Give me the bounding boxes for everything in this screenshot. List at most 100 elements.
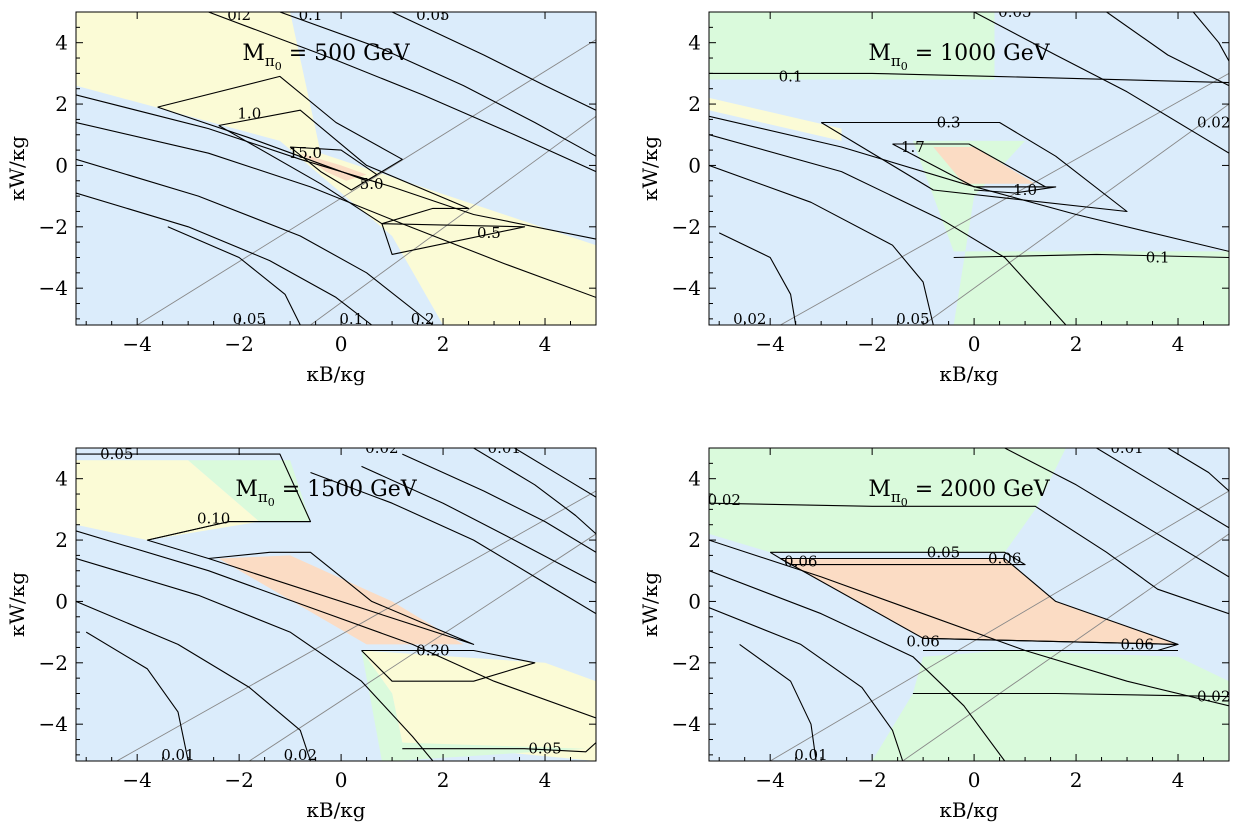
y-tick-label: 0: [55, 589, 68, 613]
contour-label-6: 5.0: [360, 175, 384, 193]
y-tick-label: −2: [672, 651, 701, 675]
panel-title: Mπ0 = 2000 GeV: [868, 477, 1050, 509]
y-axis-label: κW/κg: [638, 572, 662, 637]
contour-line-2: [218, 109, 470, 225]
region-yellow-4: [361, 650, 596, 761]
contour-label-6: 0.06: [906, 632, 939, 650]
y-tick-label: 2: [55, 528, 68, 552]
plot-frame: [75, 447, 597, 762]
x-tick-label: −2: [857, 768, 886, 792]
contour-label-8: 0.05: [896, 310, 929, 328]
contour-line-11: [402, 453, 596, 553]
contour-line-9: [310, 471, 596, 615]
contour-label-8: 0.01: [794, 746, 827, 764]
panel-title: Mπ0 = 500 GeV: [242, 41, 410, 73]
y-tick-label: 0: [55, 153, 68, 177]
contour-line-12: [473, 448, 596, 535]
y-tick-label: 4: [688, 31, 701, 55]
x-tick-label: 0: [968, 332, 981, 356]
y-tick-label: −2: [39, 651, 68, 675]
x-axis-label: κB/κg: [939, 798, 998, 822]
contour-label-5: 15.0: [289, 144, 322, 162]
contour-line-8: [85, 631, 189, 761]
x-tick-label: 4: [539, 768, 552, 792]
x-tick-label: −4: [122, 768, 151, 792]
contour-line-12: [1192, 12, 1229, 62]
contour-label-7: 0.02: [733, 310, 766, 328]
contour-line-1: [709, 72, 1229, 84]
contour-line-10: [391, 12, 596, 111]
x-axis-label: κB/κg: [939, 362, 998, 386]
contour-line-3: [361, 649, 536, 682]
region-orange-2: [780, 558, 1178, 645]
contour-line-13: [1167, 448, 1229, 492]
contour-label-4: 1.7: [901, 138, 925, 156]
x-tick-label: 2: [1070, 768, 1083, 792]
x-axis-label: κB/κg: [306, 798, 365, 822]
x-tick-label: 2: [1070, 332, 1083, 356]
x-tick-label: −2: [857, 332, 886, 356]
contour-label-2: 0.1: [299, 6, 323, 24]
contour-line-9: [279, 12, 596, 157]
contour-label-4: 0.10: [197, 510, 230, 528]
y-tick-label: −4: [39, 712, 68, 736]
contour-label-3: 0.05: [416, 6, 449, 24]
contour-label-8: 0.05: [233, 310, 266, 328]
contour-label-7: 0.06: [1121, 635, 1154, 653]
contour-label-3: 0.3: [937, 113, 961, 131]
contour-line-4: [974, 186, 1057, 194]
y-tick-label: −4: [672, 276, 701, 300]
contour-line-7: [709, 539, 1229, 707]
contour-label-2: 0.1: [779, 67, 803, 85]
region-green-1: [709, 448, 1066, 553]
contour-label-6: 0.1: [1146, 248, 1170, 266]
panel-title: Mπ0 = 1000 GeV: [868, 41, 1050, 73]
y-tick-label: −2: [672, 215, 701, 239]
region-yellow-2: [709, 97, 842, 141]
x-tick-label: 0: [968, 768, 981, 792]
y-tick-label: −2: [39, 215, 68, 239]
x-tick-label: 0: [335, 332, 348, 356]
y-tick-label: 2: [55, 92, 68, 116]
contour-label-1: 0.01: [1110, 439, 1143, 457]
plot-area: 0.01 0.02 0.05 0.06 0.06 0.06 0.06 0.01 0.02: [709, 439, 1229, 764]
y-tick-label: −4: [39, 276, 68, 300]
contour-label-3: 0.05: [927, 543, 960, 561]
x-tick-label: 4: [1172, 332, 1185, 356]
x-tick-label: 2: [437, 768, 450, 792]
contour-line-5: [76, 530, 596, 719]
y-tick-label: 0: [688, 589, 701, 613]
diagonal-line-1: [136, 39, 596, 325]
region-yellow-1: [76, 460, 260, 541]
contour-line-9: [709, 607, 904, 761]
contour-line-7: [709, 134, 1067, 325]
contour-label-7: 0.02: [284, 746, 317, 764]
contour-label-3: 0.01: [488, 439, 521, 457]
contour-line-12: [1096, 448, 1229, 529]
contour-line-6: [912, 692, 1229, 698]
contour-line-7: [76, 158, 434, 325]
y-tick-label: 4: [688, 467, 701, 491]
region-green-2: [188, 460, 311, 522]
contour-label-6: 0.01: [161, 746, 194, 764]
contour-line-11: [1106, 12, 1229, 87]
region-orange-4: [933, 147, 1036, 184]
contour-line-3: [289, 146, 378, 191]
y-tick-label: 4: [55, 31, 68, 55]
contour-line-1: [709, 502, 1229, 615]
contour-label-2: 0.02: [365, 439, 398, 457]
contour-line-7: [76, 600, 312, 761]
region-green-3: [912, 140, 1229, 325]
y-tick-label: 2: [688, 528, 701, 552]
contour-line-9: [718, 232, 797, 325]
contour-line-10: [739, 643, 817, 761]
contour-line-10: [361, 465, 596, 584]
contour-line-6: [76, 557, 434, 761]
x-tick-label: 2: [437, 332, 450, 356]
x-tick-label: −4: [755, 332, 784, 356]
contour-line-5: [76, 94, 596, 240]
contour-line-10: [973, 12, 1229, 154]
contour-label-10: 0.2: [411, 310, 435, 328]
contour-line-11: [167, 226, 301, 325]
contour-line-4: [381, 223, 526, 255]
